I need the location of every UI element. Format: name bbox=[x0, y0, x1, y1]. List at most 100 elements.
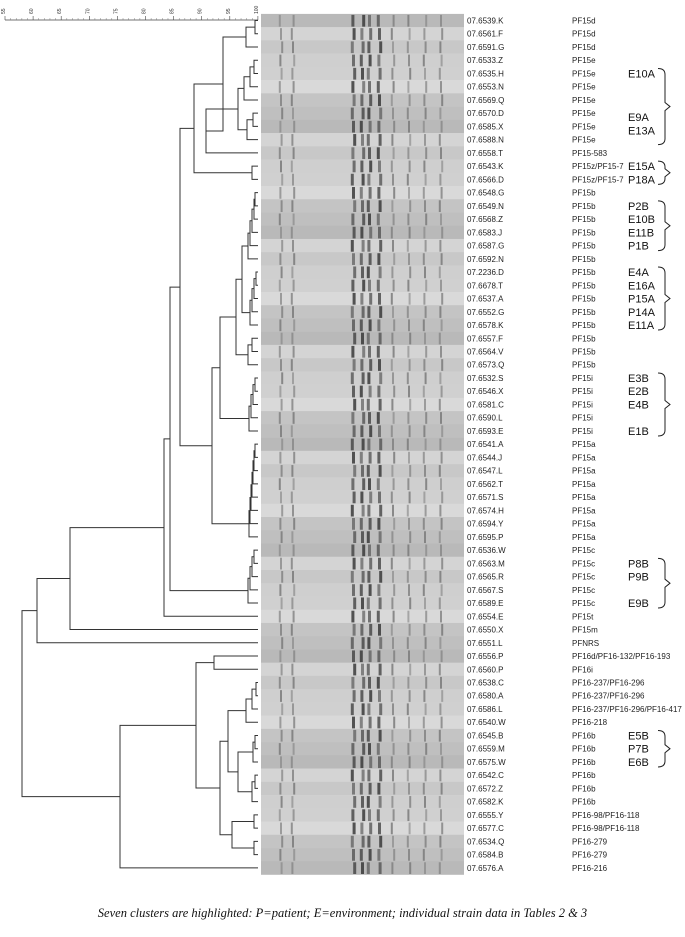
gel-band bbox=[290, 822, 293, 835]
strain-id: 07.6586.L bbox=[467, 705, 503, 714]
gel-band bbox=[379, 239, 383, 252]
gel-band bbox=[378, 623, 381, 636]
gel-band bbox=[368, 849, 372, 861]
gel-band bbox=[360, 557, 364, 570]
pfge-profile: PF15e bbox=[572, 56, 596, 65]
gel-band bbox=[425, 81, 428, 93]
gel-band bbox=[408, 160, 411, 173]
gel-band bbox=[423, 822, 426, 835]
gel-band bbox=[351, 743, 355, 755]
pfge-profile: PF15i bbox=[572, 400, 593, 409]
gel-band bbox=[292, 769, 294, 782]
gel-band bbox=[376, 478, 380, 491]
gel-band bbox=[280, 134, 283, 146]
pfge-profile: PF15t bbox=[572, 612, 594, 621]
gel-band bbox=[281, 372, 284, 385]
gel-band bbox=[361, 835, 365, 848]
strain-id: 07.6533.Z bbox=[467, 56, 503, 65]
dendrogram-branch bbox=[241, 245, 250, 314]
gel-band bbox=[393, 518, 396, 530]
gel-band bbox=[441, 226, 444, 239]
gel-band bbox=[409, 332, 412, 345]
gel-band bbox=[406, 570, 409, 583]
gel-band bbox=[353, 531, 357, 543]
gel-band bbox=[377, 120, 381, 133]
strain-id: 07.6588.N bbox=[467, 136, 504, 145]
gel-band bbox=[369, 28, 373, 40]
cluster-label: P14A bbox=[628, 307, 656, 319]
gel-band bbox=[291, 663, 294, 676]
strain-id: 07.6587.G bbox=[467, 242, 504, 251]
gel-band bbox=[360, 94, 364, 107]
gel-band bbox=[290, 292, 293, 305]
gel-band bbox=[360, 623, 364, 636]
gel-band bbox=[350, 637, 354, 649]
pfge-profile: PF16i bbox=[572, 665, 593, 674]
strain-id: 07.6573.Q bbox=[467, 361, 504, 370]
cluster-brace bbox=[657, 729, 671, 768]
gel-band bbox=[351, 610, 355, 623]
gel-band bbox=[379, 438, 383, 451]
gel-band bbox=[390, 756, 393, 769]
gel-band bbox=[407, 676, 410, 689]
strain-id: 07.6546.X bbox=[467, 387, 504, 396]
gel-band bbox=[378, 398, 382, 411]
gel-band bbox=[352, 584, 355, 596]
gel-band bbox=[281, 637, 284, 649]
gel-band bbox=[408, 491, 411, 504]
gel-band bbox=[407, 478, 410, 491]
gel-band bbox=[369, 623, 373, 636]
gel-band bbox=[280, 67, 283, 80]
gel-band bbox=[409, 134, 412, 146]
gel-band bbox=[291, 531, 294, 543]
pfge-profile: PF15b bbox=[572, 308, 596, 317]
gel-band bbox=[378, 557, 381, 570]
gel-band bbox=[425, 14, 428, 27]
gel-band bbox=[359, 518, 363, 530]
gel-band bbox=[438, 597, 441, 610]
gel-band bbox=[369, 756, 373, 769]
gel-band bbox=[359, 120, 363, 133]
pfge-profile: PF15c bbox=[572, 546, 595, 555]
gel-band bbox=[407, 81, 410, 93]
gel-band bbox=[368, 782, 372, 795]
gel-band bbox=[281, 769, 284, 782]
gel-band bbox=[409, 597, 412, 610]
gel-band bbox=[408, 557, 411, 570]
gel-band bbox=[281, 107, 284, 120]
gel-band bbox=[440, 187, 443, 199]
gel-band bbox=[440, 716, 443, 729]
gel-band bbox=[293, 716, 296, 729]
gel-band bbox=[379, 107, 383, 120]
cluster-label: P1B bbox=[628, 241, 649, 253]
gel-band bbox=[376, 610, 380, 623]
gel-band bbox=[393, 650, 396, 663]
gel-band bbox=[367, 173, 371, 186]
gel-band bbox=[292, 743, 295, 755]
strain-id: 07.6552.G bbox=[467, 308, 504, 317]
gel-band bbox=[290, 690, 293, 702]
gel-band bbox=[379, 570, 383, 583]
gel-band bbox=[352, 518, 355, 530]
gel-band bbox=[422, 650, 425, 663]
gel-band bbox=[350, 835, 354, 848]
cluster-label: E3B bbox=[628, 373, 649, 385]
gel-band bbox=[390, 226, 393, 239]
strain-id: 07.6567.S bbox=[467, 586, 503, 595]
dendrogram-tree bbox=[21, 20, 258, 869]
gel-band bbox=[439, 306, 442, 318]
gel-band bbox=[362, 14, 366, 27]
strain-id: 07.6539.K bbox=[467, 17, 504, 26]
gel-band bbox=[440, 650, 443, 663]
gel-band bbox=[361, 570, 365, 583]
gel-band bbox=[406, 703, 409, 716]
gel-band bbox=[367, 306, 371, 318]
strain-id: 07.6591.G bbox=[467, 43, 504, 52]
pfge-profile: PF15b bbox=[572, 361, 596, 370]
gel-band bbox=[359, 584, 363, 596]
pfge-profile: PF15b bbox=[572, 189, 596, 198]
gel-band bbox=[361, 41, 365, 54]
gel-band bbox=[408, 650, 410, 663]
gel-band bbox=[379, 637, 383, 649]
gel-band bbox=[423, 226, 426, 239]
